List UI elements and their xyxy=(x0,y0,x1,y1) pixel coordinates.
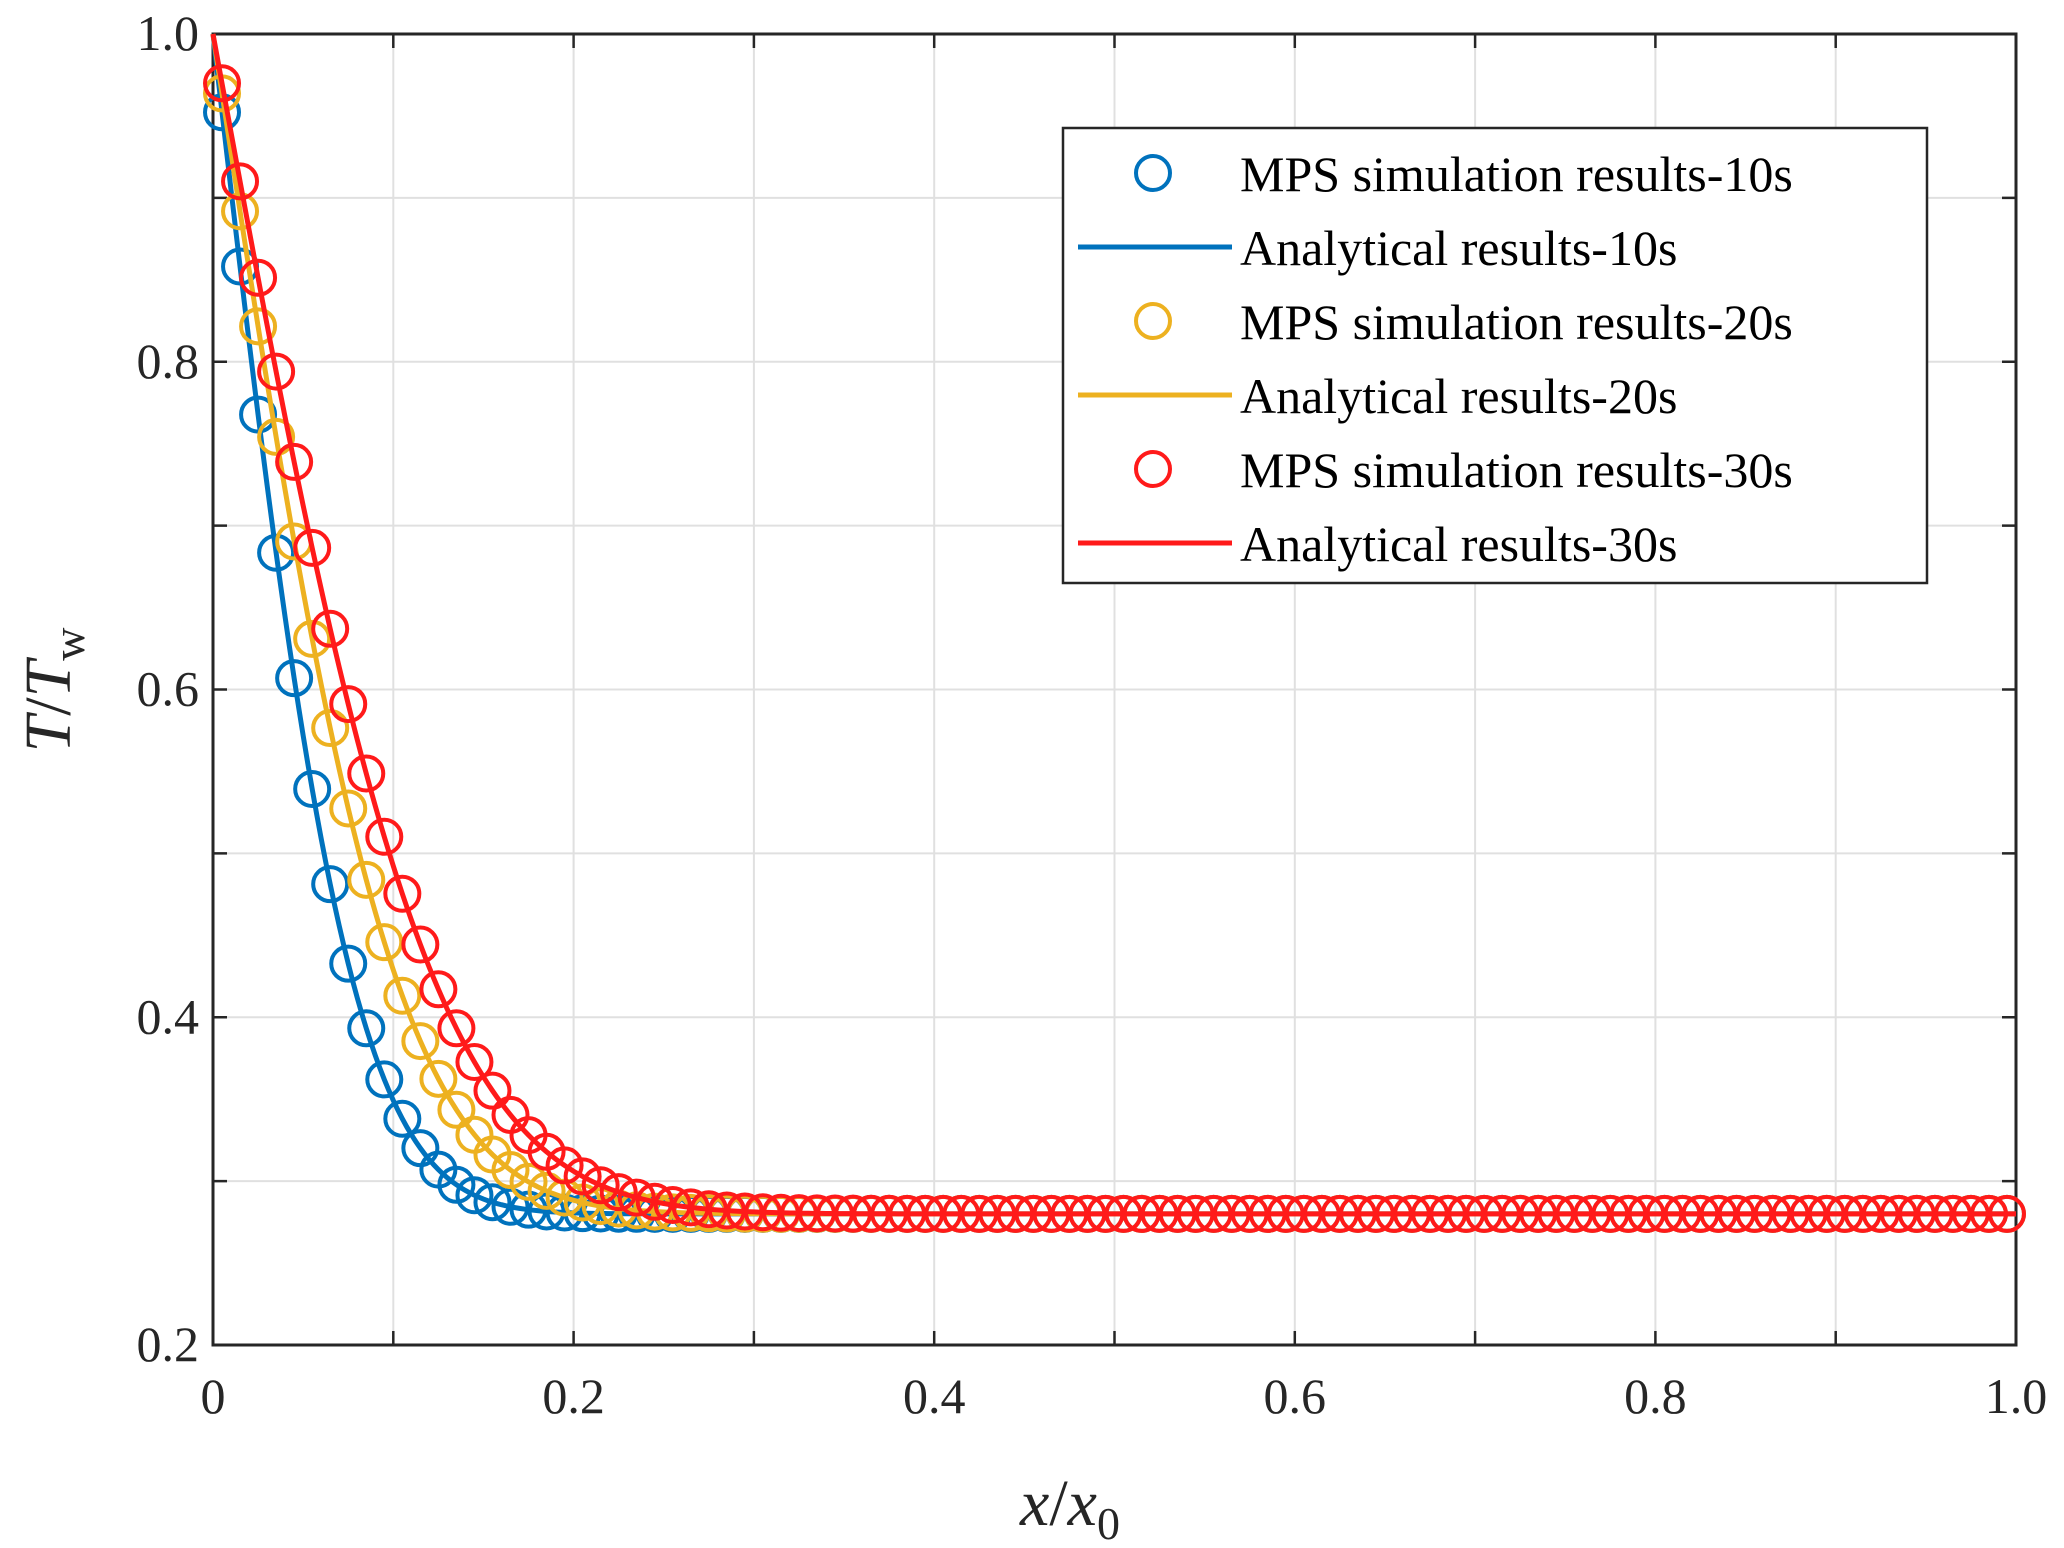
mps-point-30s xyxy=(275,442,314,481)
mps-point-30s xyxy=(455,1042,494,1081)
mps-point-30s xyxy=(419,970,458,1009)
mps-point-30s xyxy=(203,64,242,103)
mps-point-30s xyxy=(221,162,260,201)
mps-point-10s xyxy=(293,769,332,808)
x-axis-label-denom: x xyxy=(1067,1467,1097,1540)
mps-point-30s xyxy=(239,258,278,297)
mps-point-20s xyxy=(509,1162,548,1201)
legend-label-mps-10s: MPS simulation results-10s xyxy=(1240,146,1793,202)
legend-entry-analytical-20s: Analytical results-20s xyxy=(1078,368,1677,424)
mps-point-20s xyxy=(401,1022,440,1061)
x-tick-label: 0.4 xyxy=(903,1368,966,1424)
mps-point-30s xyxy=(311,609,350,648)
mps-point-10s xyxy=(347,1009,386,1048)
mps-point-20s xyxy=(365,923,404,962)
mps-point-10s xyxy=(437,1165,476,1204)
mps-point-30s xyxy=(401,925,440,964)
mps-point-20s xyxy=(293,619,332,658)
y-tick-label: 0.2 xyxy=(137,1316,200,1372)
series-layer xyxy=(203,33,2026,1233)
mps-point-30s xyxy=(563,1157,602,1196)
analytical-line-30s xyxy=(210,33,2016,1217)
y-axis-label-sub: w xyxy=(43,627,94,661)
mps-point-20s xyxy=(383,976,422,1015)
mps-point-30s xyxy=(293,528,332,567)
mps-point-10s xyxy=(311,865,350,904)
mps-point-20s xyxy=(257,417,296,456)
mps-point-30s xyxy=(473,1071,512,1110)
mps-point-30s xyxy=(599,1173,638,1212)
mps-point-20s xyxy=(347,860,386,899)
mps-point-10s xyxy=(275,659,314,698)
legend-marker-mps-30s xyxy=(1134,450,1172,488)
y-axis-label: T/Tw xyxy=(12,627,94,753)
x-tick-label: 0.2 xyxy=(542,1368,605,1424)
y-tick-label: 1.0 xyxy=(137,5,200,61)
x-tick-label: 1.0 xyxy=(1985,1368,2048,1424)
mps-point-20s xyxy=(437,1090,476,1129)
mps-point-10s xyxy=(473,1183,512,1222)
mps-point-10s xyxy=(383,1099,422,1138)
mps-point-30s xyxy=(329,685,368,724)
mps-point-30s xyxy=(257,352,296,391)
x-axis-label-sub: 0 xyxy=(1097,1498,1120,1548)
y-axis-label-slash: / xyxy=(12,697,85,716)
legend: MPS simulation results-10s Analytical re… xyxy=(1061,126,1929,585)
legend-label-analytical-20s: Analytical results-20s xyxy=(1240,368,1677,424)
mps-point-30s xyxy=(365,817,404,856)
x-axis-label-var: x xyxy=(1019,1467,1049,1540)
mps-point-20s xyxy=(239,307,278,346)
x-tick-label: 0.6 xyxy=(1264,1368,1327,1424)
mps-point-30s xyxy=(545,1146,584,1185)
legend-entry-mps-20s: MPS simulation results-20s xyxy=(1134,294,1793,350)
legend-label-analytical-10s: Analytical results-10s xyxy=(1240,220,1677,276)
y-tick-label: 0.8 xyxy=(137,333,200,389)
mps-point-30s xyxy=(635,1182,674,1221)
mps-point-30s xyxy=(617,1178,656,1217)
legend-entry-mps-10s: MPS simulation results-10s xyxy=(1134,146,1793,202)
legend-label-mps-20s: MPS simulation results-20s xyxy=(1240,294,1793,350)
x-axis-label-slash: / xyxy=(1049,1467,1068,1540)
legend-entry-mps-30s: MPS simulation results-30s xyxy=(1134,442,1793,498)
legend-label-analytical-30s: Analytical results-30s xyxy=(1240,516,1677,572)
legend-entry-analytical-30s: Analytical results-30s xyxy=(1078,516,1677,572)
mps-point-30s xyxy=(383,874,422,913)
mps-point-20s xyxy=(311,709,350,748)
mps-point-20s xyxy=(527,1171,566,1210)
mps-point-10s xyxy=(329,944,368,983)
mps-point-10s xyxy=(455,1176,494,1215)
legend-marker-mps-20s xyxy=(1134,302,1172,340)
mps-point-30s xyxy=(437,1009,476,1048)
legend-label-mps-30s: MPS simulation results-30s xyxy=(1240,442,1793,498)
y-tick-label: 0.4 xyxy=(137,988,200,1044)
x-tick-label: 0 xyxy=(201,1368,226,1424)
y-tick-label: 0.6 xyxy=(137,661,200,717)
axes-layer xyxy=(211,32,2018,1347)
legend-box xyxy=(1061,126,1929,585)
tick-labels: 0 0.2 0.4 0.6 0.8 1.00.20.40.60.81.0 xyxy=(137,5,2048,1424)
mps-point-10s xyxy=(365,1060,404,1099)
x-tick-label: 0.8 xyxy=(1624,1368,1687,1424)
y-axis-label-var: T xyxy=(12,712,85,753)
mps-point-30s xyxy=(581,1166,620,1205)
x-axis-label: x/x0 xyxy=(1019,1467,1120,1548)
mps-point-20s xyxy=(419,1059,458,1098)
mps-point-20s xyxy=(329,789,368,828)
legend-entry-analytical-10s: Analytical results-10s xyxy=(1078,220,1677,276)
legend-marker-mps-10s xyxy=(1134,154,1172,192)
series-line-30s xyxy=(210,33,2016,1217)
mps-point-10s xyxy=(491,1187,530,1226)
mps-point-30s xyxy=(347,754,386,793)
y-axis-label-denom: T xyxy=(12,656,85,697)
